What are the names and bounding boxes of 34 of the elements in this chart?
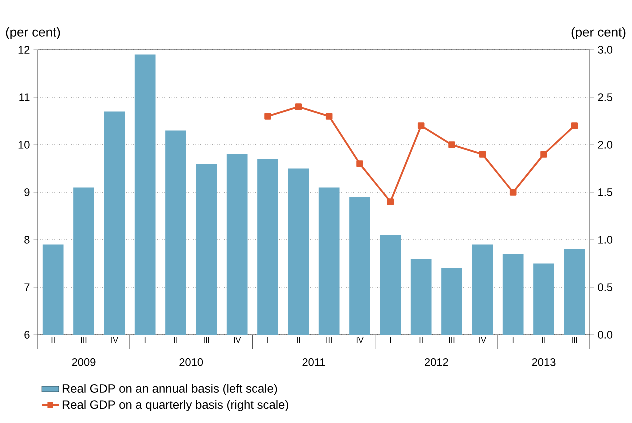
y-tick-label: 9 xyxy=(24,188,30,196)
point xyxy=(295,104,302,110)
point xyxy=(326,113,333,120)
text: 2011 xyxy=(302,358,326,366)
y-tick-label: 11 xyxy=(20,94,30,102)
y2-tick-label: 1.0 xyxy=(598,236,613,244)
point xyxy=(510,189,517,196)
text: 2013 xyxy=(532,358,556,366)
text: 2009 xyxy=(72,358,96,366)
y2-tick-label: 0.5 xyxy=(598,284,613,292)
y2-tick-label: 1.5 xyxy=(598,188,613,196)
point xyxy=(356,160,364,168)
text: 2010 xyxy=(180,358,204,366)
y-tick-label: 6 xyxy=(24,331,30,339)
y-tick-label: 7 xyxy=(24,284,30,292)
point xyxy=(418,122,425,130)
y2-tick-label: 3.0 xyxy=(598,46,613,54)
y2-axis-title: (per cent) xyxy=(572,27,626,40)
y-tick-label: 12 xyxy=(18,46,30,54)
point xyxy=(479,151,486,158)
point xyxy=(387,198,394,206)
y-tick-label: 8 xyxy=(24,236,30,244)
point xyxy=(540,151,548,158)
y2-tick-label: 0.0 xyxy=(598,331,613,339)
y2-tick-label: 2.5 xyxy=(598,94,613,102)
text: 2012 xyxy=(425,358,448,366)
legend-label: Real GDP on an annual basis (left scale) xyxy=(62,384,278,396)
point xyxy=(264,113,272,120)
y2-tick-label: 2.0 xyxy=(598,141,613,149)
y-axis-title: (per cent) xyxy=(6,27,60,40)
y-tick-label: 10 xyxy=(18,141,30,149)
legend-label: Real GDP on a quarterly basis (right scale) xyxy=(62,400,288,412)
point xyxy=(571,122,578,130)
point xyxy=(448,142,456,148)
